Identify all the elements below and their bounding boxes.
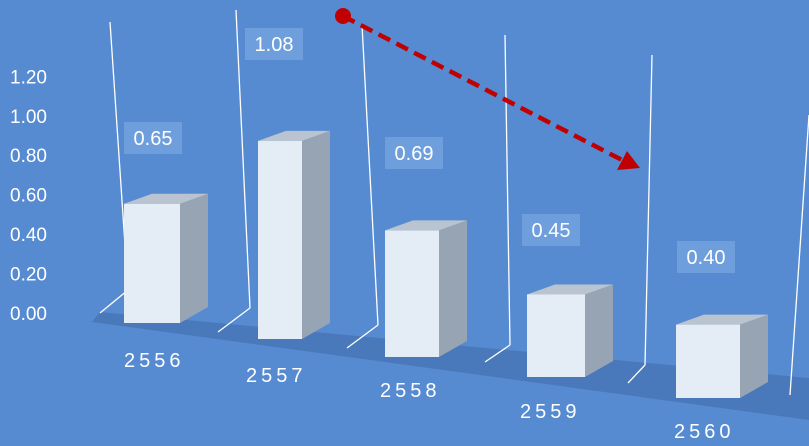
grid-line [504, 34, 511, 346]
x-tick-label: 2556 [124, 350, 185, 372]
data-label-text: 0.40 [687, 247, 726, 269]
data-label-box [522, 214, 580, 246]
bar-side-face [439, 220, 467, 357]
bar [258, 130, 330, 339]
data-label-box [245, 28, 303, 60]
data-label: 0.69 [385, 137, 443, 169]
grid-line [644, 54, 653, 366]
grid-line [235, 9, 251, 309]
grid-layer [99, 9, 809, 396]
bars-layer [124, 130, 768, 398]
data-label: 0.40 [677, 241, 735, 273]
x-axis-ticks: 2556 2557 2558 2559 2560 [124, 350, 735, 443]
data-label: 1.08 [245, 28, 303, 60]
bar-side-face [180, 193, 208, 323]
bar-top-face [385, 220, 467, 231]
trend-arrow-start-dot [335, 8, 351, 24]
data-label-text: 0.65 [134, 128, 173, 150]
trend-arrow-line [341, 14, 624, 162]
y-tick-label: 0.40 [10, 225, 47, 246]
bar-front-face [124, 203, 180, 323]
grid-line [484, 344, 511, 363]
trend-arrow-head [617, 151, 640, 170]
grid-line [217, 307, 251, 333]
bar [385, 220, 467, 357]
bar [124, 193, 208, 323]
x-tick-label: 2557 [246, 365, 307, 387]
bar-side-face [740, 314, 768, 398]
data-label-text: 0.69 [395, 143, 434, 165]
data-label: 0.45 [522, 214, 580, 246]
x-tick-label: 2558 [380, 380, 441, 402]
y-tick-label: 1.20 [10, 67, 47, 88]
data-label-text: 0.45 [532, 220, 571, 242]
bar-front-face [258, 140, 302, 339]
grid-line [361, 24, 379, 326]
bar-top-face [258, 130, 330, 141]
data-label: 0.65 [124, 122, 182, 154]
grid-line [627, 364, 646, 384]
trend-arrow-annotation [335, 8, 640, 170]
x-tick-label: 2559 [520, 401, 581, 423]
bar-front-face [676, 324, 740, 398]
y-tick-label: 0.80 [10, 146, 47, 167]
bar-top-face [676, 314, 768, 325]
x-tick-label: 2560 [674, 421, 735, 443]
bar [527, 284, 613, 377]
y-tick-label: 0.60 [10, 186, 47, 207]
y-axis-ticks: 0.00 0.20 0.40 0.60 0.80 1.00 1.20 [10, 67, 47, 325]
data-label-box [677, 241, 735, 273]
y-tick-label: 1.00 [10, 107, 47, 128]
grid-line [789, 114, 809, 396]
grid-line [99, 289, 129, 314]
bar-top-face [124, 193, 208, 204]
data-labels-layer: 0.65 1.08 0.69 0.45 0.40 [124, 28, 735, 273]
grid-line [346, 324, 379, 349]
data-label-text: 1.08 [255, 34, 294, 56]
bar-top-face [527, 284, 613, 295]
bar-front-face [527, 294, 585, 377]
y-tick-label: 0.00 [10, 304, 47, 325]
bar-side-face [302, 130, 330, 339]
bar [676, 314, 768, 398]
y-tick-label: 0.20 [10, 265, 47, 286]
data-label-box [124, 122, 182, 154]
bar-front-face [385, 230, 439, 357]
data-label-box [385, 137, 443, 169]
bar-side-face [585, 284, 613, 377]
